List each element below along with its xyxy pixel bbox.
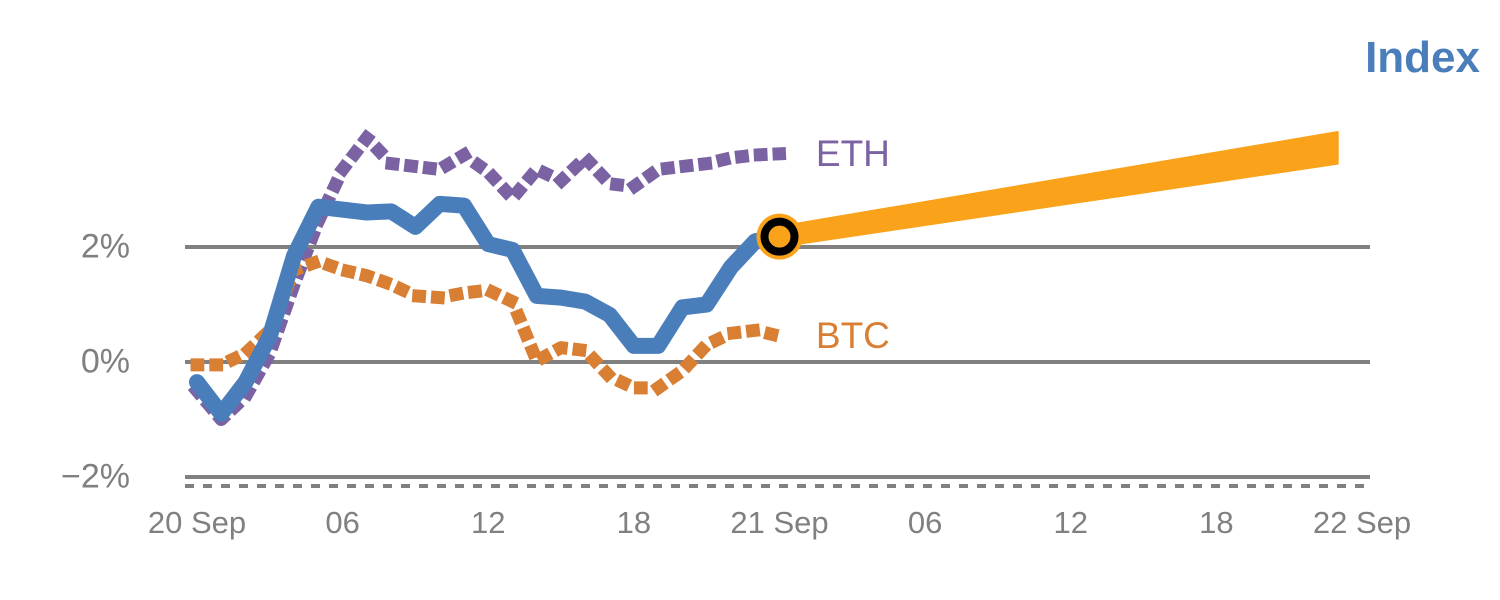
series-path-index xyxy=(189,195,788,422)
current-value-marker[interactable] xyxy=(756,213,803,260)
series-label-btc: BTC xyxy=(815,315,890,357)
x-tick-label: 20 Sep xyxy=(147,505,247,540)
series-line-index xyxy=(189,195,788,422)
gridlines xyxy=(185,245,1370,479)
y-tick-label: −2% xyxy=(61,457,130,496)
x-tick-label: 06 xyxy=(325,505,360,540)
x-tick-label: 22 Sep xyxy=(1312,505,1412,540)
x-tick-label: 18 xyxy=(1199,505,1234,540)
x-tick-label: 12 xyxy=(471,505,506,540)
y-tick-label: 0% xyxy=(80,342,130,381)
x-tick-label: 12 xyxy=(1053,505,1088,540)
x-tick-label: 21 Sep xyxy=(730,505,829,540)
page-title: Index xyxy=(1365,33,1480,82)
series-label-eth: ETH xyxy=(815,132,890,174)
x-tick-label: 06 xyxy=(907,505,943,540)
x-tick-label: 18 xyxy=(616,505,652,540)
marker-ring-icon[interactable] xyxy=(760,217,799,256)
y-tick-label: 2% xyxy=(80,227,130,266)
